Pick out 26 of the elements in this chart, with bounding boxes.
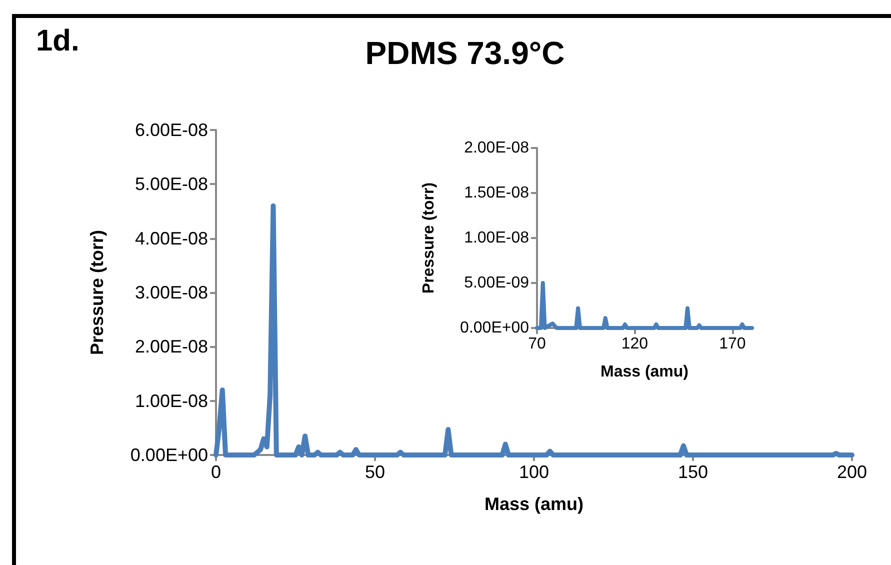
x-axis-title: Mass (amu) — [484, 494, 584, 514]
y-tick-label: 4.00E-08 — [134, 228, 208, 248]
y-tick-label: 6.00E-08 — [134, 120, 208, 140]
chart-title: PDMS 73.9°C — [365, 35, 565, 71]
text: 1d. — [36, 24, 80, 58]
y-tick-label: 2.00E-08 — [134, 336, 208, 357]
y-axis-title: Pressure (torr) — [87, 230, 107, 356]
x-tick-label: 150 — [678, 462, 708, 482]
y-tick-label: 1.00E-08 — [134, 390, 208, 411]
y-tick-label: 0.00E+00 — [460, 320, 530, 336]
y-tick-label: 1.00E-08 — [464, 230, 530, 246]
y-tick-label: 1.50E-08 — [464, 184, 530, 202]
x-tick-label: 100 — [518, 462, 550, 482]
x-tick-label: 120 — [621, 336, 648, 352]
x-axis-title: Mass (amu) — [600, 364, 689, 380]
x-tick-label: 200 — [836, 462, 868, 482]
y-tick-label: 3.00E-08 — [134, 282, 208, 302]
y-axis-title: Pressure (torr) — [420, 182, 438, 294]
y-tick-label: 5.00E-09 — [464, 274, 530, 292]
x-tick-label: 70 — [528, 336, 546, 352]
x-tick-label: 50 — [364, 462, 386, 482]
y-tick-label: 2.00E-08 — [464, 140, 530, 156]
y-tick-label: 5.00E-08 — [134, 174, 208, 194]
y-tick-label: 0.00E+00 — [130, 445, 208, 465]
x-tick-label: 0 — [210, 462, 222, 482]
x-tick-label: 170 — [719, 336, 746, 352]
